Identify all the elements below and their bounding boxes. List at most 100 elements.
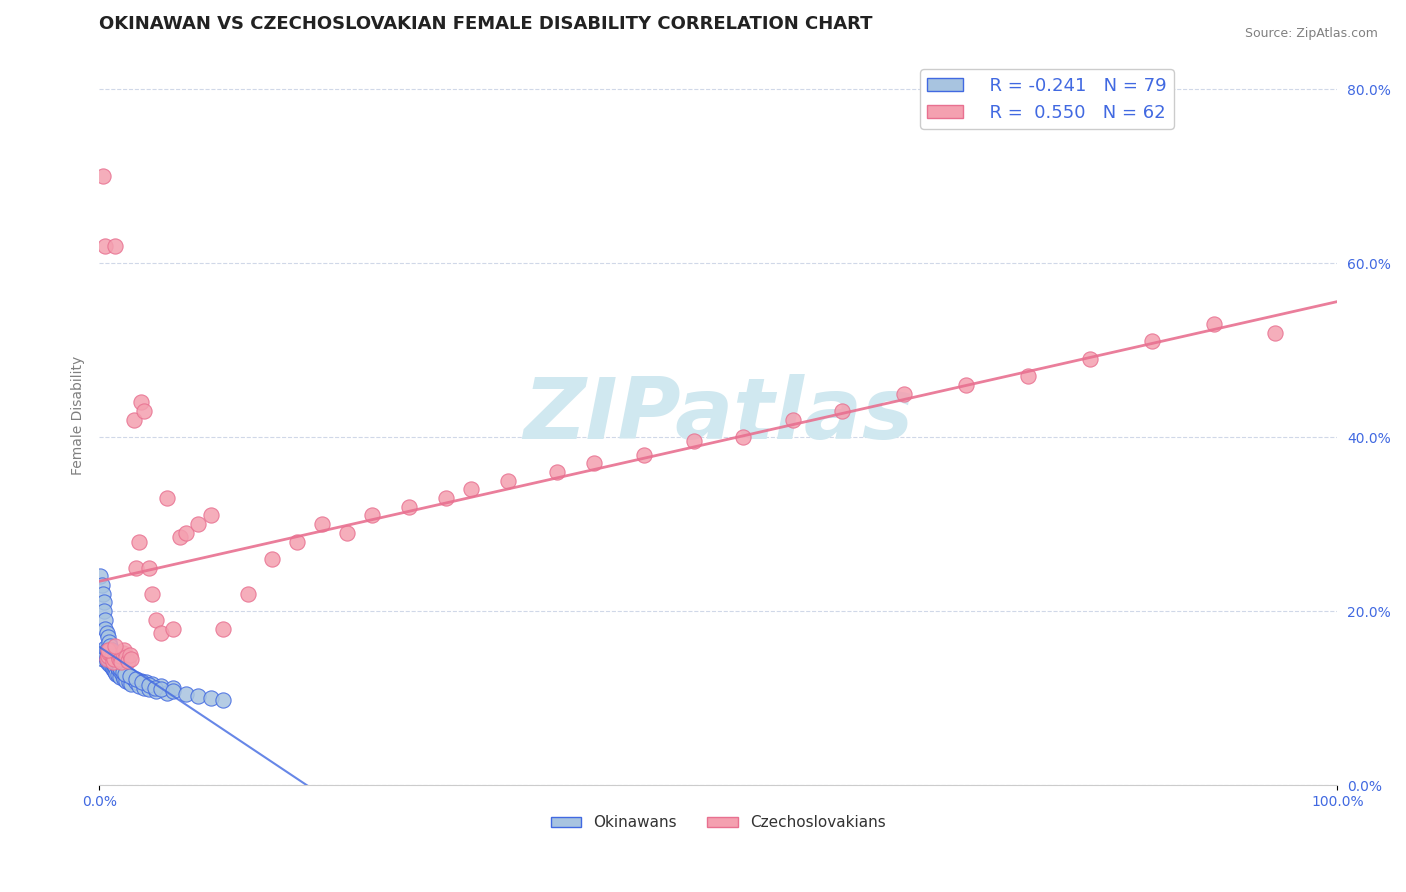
Point xyxy=(120,670,142,684)
Point xyxy=(285,534,308,549)
Point xyxy=(104,665,127,679)
Point xyxy=(1078,351,1101,366)
Point xyxy=(162,681,184,695)
Point xyxy=(97,649,120,664)
Point xyxy=(94,239,117,253)
Legend: Okinawans, Czechoslovakians: Okinawans, Czechoslovakians xyxy=(544,809,893,837)
Point xyxy=(546,465,568,479)
Point xyxy=(93,643,115,657)
Point xyxy=(111,665,134,679)
Point xyxy=(94,649,117,664)
Point xyxy=(107,648,129,662)
Point xyxy=(145,684,167,698)
Point xyxy=(94,646,117,660)
Point xyxy=(200,508,222,523)
Point xyxy=(120,669,142,683)
Point xyxy=(115,673,138,688)
Point xyxy=(150,679,173,693)
Point xyxy=(131,675,153,690)
Point xyxy=(138,678,160,692)
Point xyxy=(108,663,131,677)
Point xyxy=(128,679,150,693)
Point xyxy=(103,658,125,673)
Point xyxy=(117,654,139,668)
Point xyxy=(103,663,125,677)
Point xyxy=(110,665,132,679)
Point xyxy=(138,682,160,697)
Point xyxy=(98,649,121,664)
Point xyxy=(111,646,134,660)
Point xyxy=(236,587,259,601)
Point xyxy=(129,673,152,688)
Point xyxy=(93,595,115,609)
Point xyxy=(150,625,173,640)
Point xyxy=(156,491,179,505)
Point xyxy=(162,684,184,698)
Point xyxy=(1017,369,1039,384)
Point xyxy=(141,587,163,601)
Point xyxy=(108,670,131,684)
Point xyxy=(583,456,606,470)
Point xyxy=(112,643,135,657)
Point xyxy=(125,675,148,690)
Point xyxy=(112,672,135,686)
Point xyxy=(107,660,129,674)
Point xyxy=(97,630,120,644)
Point xyxy=(104,660,127,674)
Point xyxy=(98,658,121,673)
Y-axis label: Female Disability: Female Disability xyxy=(72,356,86,475)
Point xyxy=(336,525,359,540)
Point xyxy=(108,660,131,674)
Point xyxy=(398,500,420,514)
Point xyxy=(731,430,754,444)
Point xyxy=(311,517,333,532)
Point xyxy=(107,668,129,682)
Point xyxy=(174,687,197,701)
Point xyxy=(90,578,112,592)
Point xyxy=(100,660,122,674)
Text: Source: ZipAtlas.com: Source: ZipAtlas.com xyxy=(1244,27,1378,40)
Point xyxy=(496,474,519,488)
Point xyxy=(98,639,121,653)
Point xyxy=(120,652,142,666)
Point xyxy=(104,639,127,653)
Point xyxy=(104,652,127,666)
Point xyxy=(132,681,155,695)
Point xyxy=(114,666,136,681)
Point xyxy=(115,650,138,665)
Text: ZIPatlas: ZIPatlas xyxy=(523,374,914,457)
Point xyxy=(212,622,235,636)
Point xyxy=(100,643,122,657)
Point xyxy=(117,668,139,682)
Point xyxy=(141,677,163,691)
Point xyxy=(118,675,141,690)
Point xyxy=(110,655,132,669)
Point xyxy=(97,652,120,666)
Point xyxy=(262,552,284,566)
Point xyxy=(143,681,166,695)
Point xyxy=(150,682,173,697)
Point xyxy=(98,646,121,660)
Point xyxy=(101,657,124,671)
Point xyxy=(174,525,197,540)
Point xyxy=(212,693,235,707)
Point xyxy=(187,517,209,532)
Point xyxy=(94,613,117,627)
Point xyxy=(91,652,114,666)
Point xyxy=(434,491,457,505)
Point xyxy=(120,677,142,691)
Point xyxy=(89,569,111,583)
Point xyxy=(100,655,122,669)
Point xyxy=(122,413,145,427)
Point xyxy=(101,648,124,662)
Point xyxy=(125,560,148,574)
Point xyxy=(98,655,121,669)
Point xyxy=(633,448,655,462)
Point xyxy=(100,649,122,664)
Text: OKINAWAN VS CZECHOSLOVAKIAN FEMALE DISABILITY CORRELATION CHART: OKINAWAN VS CZECHOSLOVAKIAN FEMALE DISAB… xyxy=(100,15,873,33)
Point xyxy=(831,404,853,418)
Point xyxy=(94,622,117,636)
Point xyxy=(169,530,191,544)
Point xyxy=(97,657,120,671)
Point xyxy=(200,691,222,706)
